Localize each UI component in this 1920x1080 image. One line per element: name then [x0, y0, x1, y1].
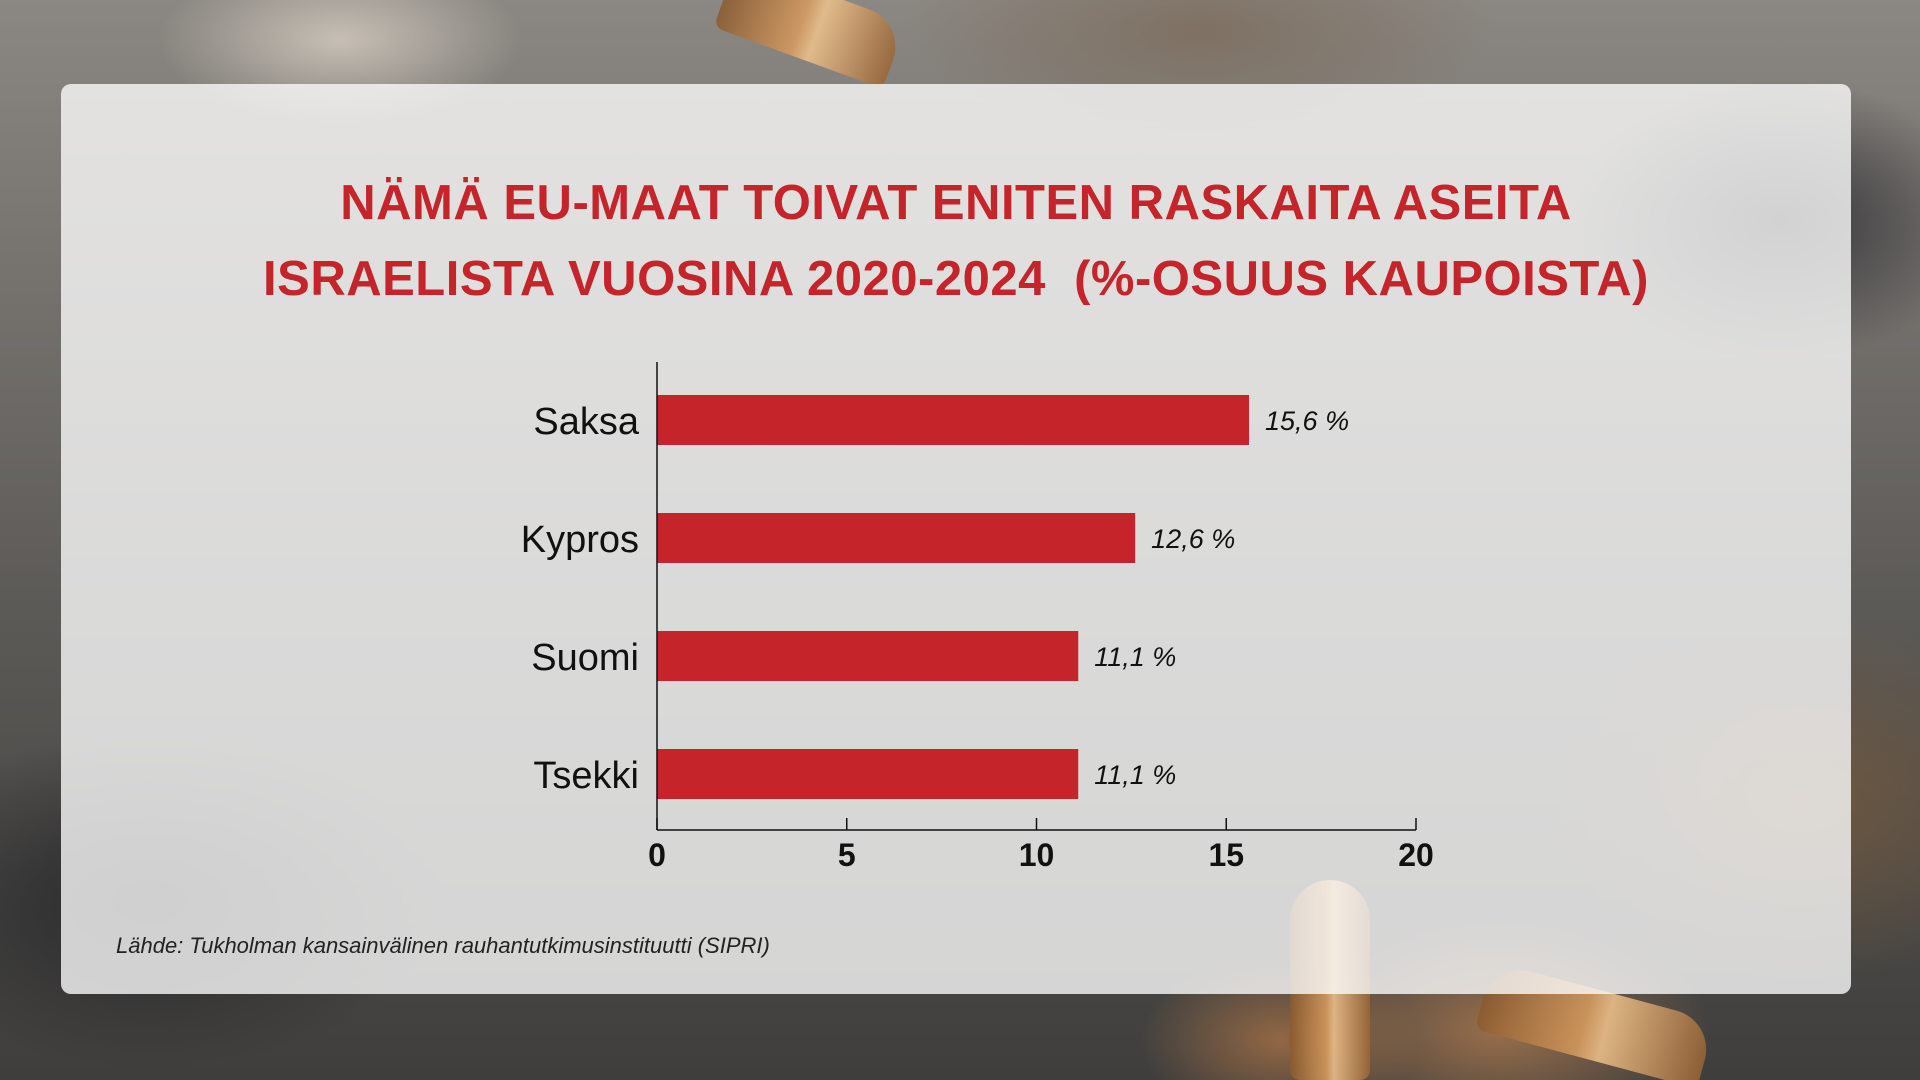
bar-suomi [657, 631, 1079, 681]
bar-saksa [657, 395, 1250, 445]
source-note: Lähde: Tukholman kansainvälinen rauhantu… [116, 933, 770, 958]
x-tick-label-0: 0 [648, 837, 666, 873]
x-tick-label-5: 5 [838, 837, 856, 873]
x-tick-label-10: 10 [1019, 837, 1055, 873]
value-label-saksa: 15,6 % [1265, 406, 1349, 436]
category-label-kypros: Kypros [521, 519, 639, 561]
value-label-kypros: 12,6 % [1151, 524, 1235, 554]
chart-title-line-1: NÄMÄ EU-MAAT TOIVAT ENITEN RASKAITA ASEI… [340, 176, 1572, 230]
bar-kypros [657, 513, 1136, 563]
chart-title: NÄMÄ EU-MAAT TOIVAT ENITEN RASKAITA ASEI… [61, 165, 1851, 317]
x-tick-label-15: 15 [1208, 837, 1244, 873]
chart-title-line-2: ISRAELISTA VUOSINA 2020-2024 (%-OSUUS KA… [263, 252, 1649, 306]
bar-tsekki [657, 749, 1079, 799]
category-label-saksa: Saksa [533, 401, 639, 443]
value-label-suomi: 11,1 % [1094, 642, 1176, 672]
category-label-tsekki: Tsekki [533, 755, 639, 797]
category-label-suomi: Suomi [531, 637, 639, 679]
value-label-tsekki: 11,1 % [1094, 760, 1176, 790]
x-tick-label-20: 20 [1398, 837, 1434, 873]
